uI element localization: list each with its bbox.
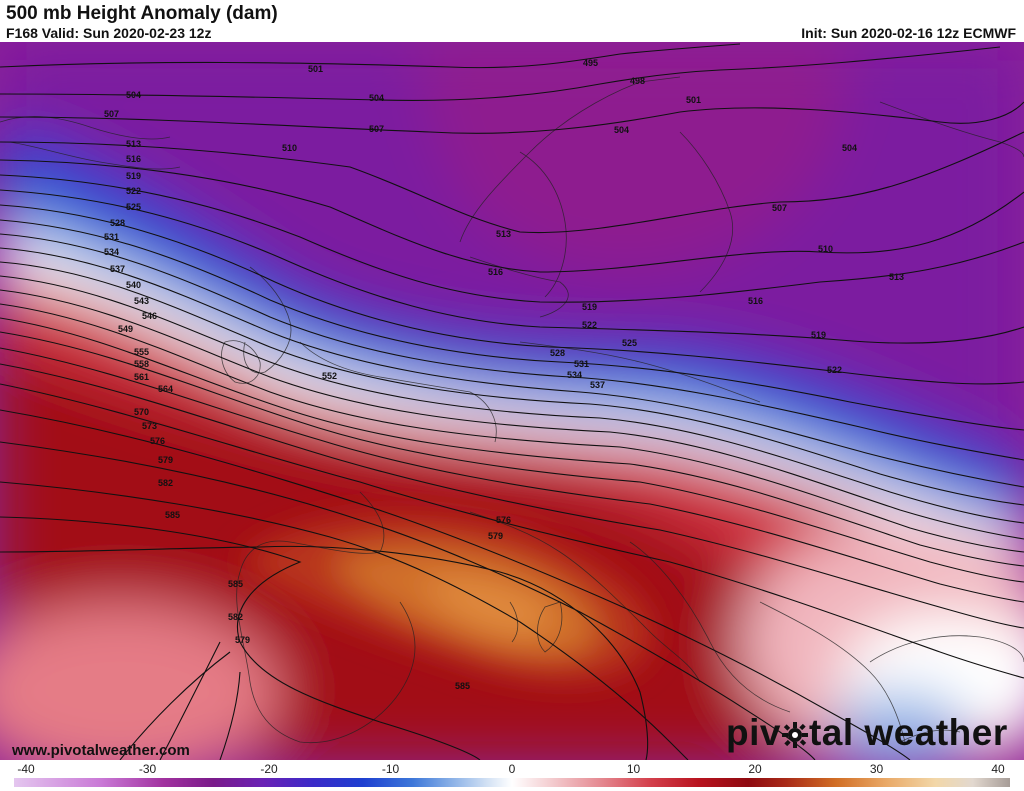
contour-label: 534 bbox=[567, 370, 582, 380]
contour-label: 507 bbox=[772, 203, 787, 213]
contour-label: 564 bbox=[158, 384, 173, 394]
contour-label: 513 bbox=[889, 272, 904, 282]
colorbar-tick-label: -10 bbox=[381, 762, 400, 776]
contour-label: 579 bbox=[488, 531, 503, 541]
contour-label: 570 bbox=[134, 407, 149, 417]
contour-label: 585 bbox=[228, 579, 243, 589]
contour-label: 504 bbox=[614, 125, 629, 135]
contour-label: 531 bbox=[574, 359, 589, 369]
contour-label: 525 bbox=[622, 338, 637, 348]
contour-label: 516 bbox=[748, 296, 763, 306]
contour-label: 495 bbox=[583, 58, 598, 68]
colorbar-tick-label: 20 bbox=[748, 762, 762, 776]
init-time: Init: Sun 2020-02-16 12z ECMWF bbox=[801, 25, 1016, 41]
contour-label: 528 bbox=[550, 348, 565, 358]
contour-label: 519 bbox=[126, 171, 141, 181]
contour-label: 555 bbox=[134, 347, 149, 357]
contour-label: 516 bbox=[488, 267, 503, 277]
contour-label: 507 bbox=[104, 109, 119, 119]
contour-label: 585 bbox=[455, 681, 470, 691]
colorbar-tick-label: -20 bbox=[260, 762, 278, 776]
colorbar-tick-label: -40 bbox=[17, 762, 35, 776]
contour-label: 537 bbox=[590, 380, 605, 390]
contour-label: 528 bbox=[110, 218, 125, 228]
contour-label: 540 bbox=[126, 280, 141, 290]
contour-label: 510 bbox=[818, 244, 833, 254]
brand-text-after: tal weather bbox=[808, 712, 1008, 753]
contour-label: 504 bbox=[126, 90, 141, 100]
height-contours bbox=[0, 43, 1024, 760]
contour-label: 582 bbox=[228, 612, 243, 622]
contour-label: 501 bbox=[308, 64, 323, 74]
contour-label: 522 bbox=[582, 320, 597, 330]
contour-label: 513 bbox=[126, 139, 141, 149]
contour-label: 573 bbox=[142, 421, 157, 431]
colorbar bbox=[14, 778, 1010, 787]
colorbar-tick-label: 40 bbox=[991, 762, 1005, 776]
header: 500 mb Height Anomaly (dam) F168 Valid: … bbox=[0, 0, 1024, 42]
contour-label: 534 bbox=[104, 247, 119, 257]
anomaly-map: 495 498 501 501 504 504 504 504 507 507 … bbox=[0, 42, 1024, 760]
contour-label: 525 bbox=[126, 202, 141, 212]
contour-label: 519 bbox=[582, 302, 597, 312]
contour-label-group: 495 498 501 501 504 504 504 504 507 507 … bbox=[104, 58, 904, 691]
valid-time: F168 Valid: Sun 2020-02-23 12z bbox=[6, 25, 212, 41]
contour-label: 582 bbox=[158, 478, 173, 488]
gear-icon bbox=[781, 722, 808, 748]
brand-text-before: piv bbox=[726, 712, 781, 753]
coastlines bbox=[0, 76, 1024, 744]
contour-label: 558 bbox=[134, 359, 149, 369]
map-canvas: 495 498 501 501 504 504 504 504 507 507 … bbox=[0, 42, 1024, 760]
brand-logo: piv tal weather bbox=[726, 712, 1008, 754]
contour-label: 522 bbox=[827, 365, 842, 375]
map-title: 500 mb Height Anomaly (dam) bbox=[6, 3, 278, 24]
colorbar-tick-label: 0 bbox=[508, 762, 516, 776]
contour-label: 552 bbox=[322, 371, 337, 381]
colorbar-tick-label: 30 bbox=[869, 762, 884, 776]
contour-label: 576 bbox=[496, 515, 511, 525]
contour-label: 546 bbox=[142, 311, 157, 321]
contour-label: 579 bbox=[158, 455, 173, 465]
contour-label: 513 bbox=[496, 229, 511, 239]
contour-label: 543 bbox=[134, 296, 149, 306]
contour-label: 537 bbox=[110, 264, 125, 274]
contour-label: 501 bbox=[686, 95, 701, 105]
colorbar-legend: -40 -30 -20 -10 0 10 20 30 40 bbox=[0, 760, 1024, 791]
contour-label: 549 bbox=[118, 324, 133, 334]
contour-label: 507 bbox=[369, 124, 384, 134]
contour-label: 504 bbox=[842, 143, 857, 153]
contour-label: 585 bbox=[165, 510, 180, 520]
contour-label: 579 bbox=[235, 635, 250, 645]
colorbar-tick-label: 10 bbox=[626, 762, 641, 776]
contour-label: 498 bbox=[630, 76, 645, 86]
contour-label: 531 bbox=[104, 232, 119, 242]
website-credit: www.pivotalweather.com bbox=[12, 742, 190, 759]
colorbar-tick-label: -30 bbox=[138, 762, 157, 776]
contour-label: 576 bbox=[150, 436, 165, 446]
contour-label: 516 bbox=[126, 154, 141, 164]
contour-label: 522 bbox=[126, 186, 141, 196]
contour-label: 519 bbox=[811, 330, 826, 340]
contour-label: 510 bbox=[282, 143, 297, 153]
contour-label: 504 bbox=[369, 93, 384, 103]
contour-label: 561 bbox=[134, 372, 149, 382]
